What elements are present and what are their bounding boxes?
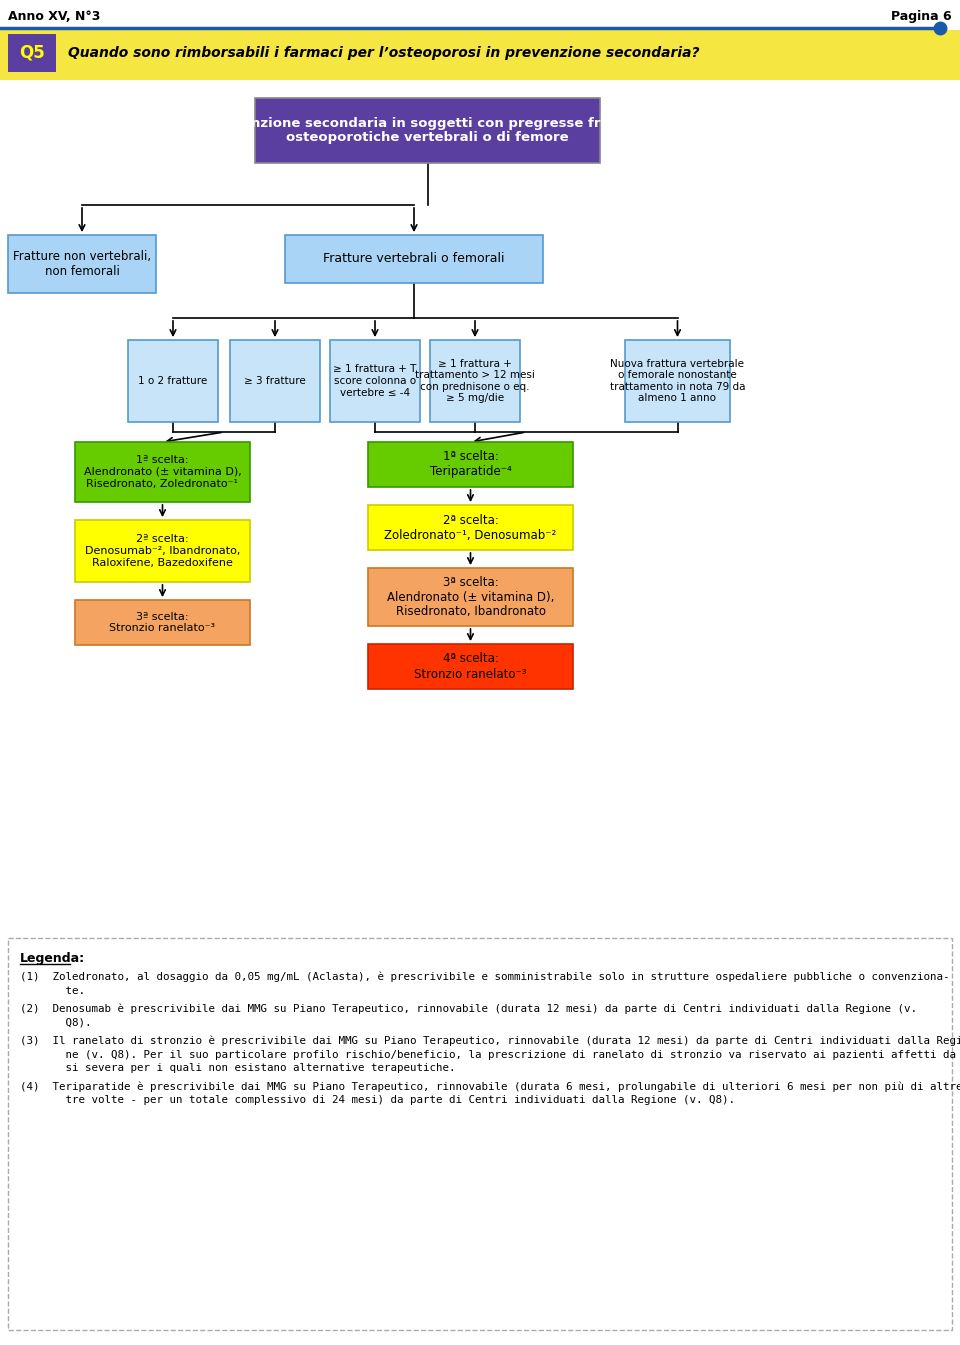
FancyBboxPatch shape [128, 340, 218, 422]
Text: 2ª scelta:
Denosumab⁻², Ibandronato,
Raloxifene, Bazedoxifene: 2ª scelta: Denosumab⁻², Ibandronato, Ral… [84, 534, 240, 568]
Text: si severa per i quali non esistano alternative terapeutiche.: si severa per i quali non esistano alter… [20, 1063, 455, 1073]
FancyBboxPatch shape [368, 504, 573, 550]
Text: Q5: Q5 [19, 44, 45, 62]
FancyBboxPatch shape [8, 937, 952, 1330]
Text: ≥ 1 frattura + T
score colonna o
vertebre ≤ -4: ≥ 1 frattura + T score colonna o vertebr… [333, 364, 417, 398]
Text: ≥ 3 fratture: ≥ 3 fratture [244, 377, 306, 386]
Text: Prevenzione secondaria in soggetti con pregresse fratture
osteoporotiche vertebr: Prevenzione secondaria in soggetti con p… [208, 117, 647, 144]
FancyBboxPatch shape [230, 340, 320, 422]
Text: 1 o 2 fratture: 1 o 2 fratture [138, 377, 207, 386]
Text: te.: te. [20, 986, 85, 995]
FancyBboxPatch shape [285, 235, 543, 282]
Text: Nuova frattura vertebrale
o femorale nonostante
trattamento in nota 79 da
almeno: Nuova frattura vertebrale o femorale non… [610, 359, 745, 404]
FancyBboxPatch shape [368, 644, 573, 689]
Text: (2)  Denosumab è prescrivibile dai MMG su Piano Terapeutico, rinnovabile (durata: (2) Denosumab è prescrivibile dai MMG su… [20, 1003, 917, 1014]
FancyBboxPatch shape [8, 235, 156, 293]
Text: (3)  Il ranelato di stronzio è prescrivibile dai MMG su Piano Terapeutico, rinno: (3) Il ranelato di stronzio è prescrivib… [20, 1036, 960, 1046]
Text: Fratture vertebrali o femorali: Fratture vertebrali o femorali [324, 253, 505, 265]
Text: Pagina 6: Pagina 6 [892, 9, 952, 23]
Text: (4)  Teriparatide è prescrivibile dai MMG su Piano Terapeutico, rinnovabile (dur: (4) Teriparatide è prescrivibile dai MMG… [20, 1081, 960, 1092]
FancyBboxPatch shape [75, 521, 250, 582]
Text: 1ª scelta:
Teriparatide⁻⁴: 1ª scelta: Teriparatide⁻⁴ [430, 451, 512, 479]
Text: 3ª scelta:
Stronzio ranelato⁻³: 3ª scelta: Stronzio ranelato⁻³ [109, 612, 216, 633]
Text: 1ª scelta:
Alendronato (± vitamina D),
Risedronato, Zoledronato⁻¹: 1ª scelta: Alendronato (± vitamina D), R… [84, 456, 241, 488]
FancyBboxPatch shape [0, 30, 960, 79]
FancyBboxPatch shape [75, 443, 250, 502]
FancyBboxPatch shape [368, 568, 573, 625]
Text: tre volte - per un totale complessivo di 24 mesi) da parte di Centri individuati: tre volte - per un totale complessivo di… [20, 1095, 735, 1106]
FancyBboxPatch shape [625, 340, 730, 422]
FancyBboxPatch shape [8, 34, 56, 73]
Text: Fratture non vertebrali,
non femorali: Fratture non vertebrali, non femorali [12, 250, 151, 278]
Text: 3ª scelta:
Alendronato (± vitamina D),
Risedronato, Ibandronato: 3ª scelta: Alendronato (± vitamina D), R… [387, 576, 554, 619]
Text: ne (v. Q8). Per il suo particolare profilo rischio/beneficio, la prescrizione di: ne (v. Q8). Per il suo particolare profi… [20, 1049, 960, 1060]
FancyBboxPatch shape [255, 98, 600, 163]
Text: Legenda:: Legenda: [20, 952, 85, 964]
FancyBboxPatch shape [430, 340, 520, 422]
FancyBboxPatch shape [368, 443, 573, 487]
Text: 4ª scelta:
Stronzio ranelato⁻³: 4ª scelta: Stronzio ranelato⁻³ [415, 652, 527, 681]
Text: Quando sono rimborsabili i farmaci per l’osteoporosi in prevenzione secondaria?: Quando sono rimborsabili i farmaci per l… [68, 46, 700, 61]
Text: 2ª scelta:
Zoledronato⁻¹, Denosumab⁻²: 2ª scelta: Zoledronato⁻¹, Denosumab⁻² [384, 514, 557, 542]
Text: Anno XV, N°3: Anno XV, N°3 [8, 9, 101, 23]
Text: ≥ 1 frattura +
trattamento > 12 mesi
con prednisone o eq.
≥ 5 mg/die: ≥ 1 frattura + trattamento > 12 mesi con… [415, 359, 535, 404]
FancyBboxPatch shape [75, 600, 250, 646]
FancyBboxPatch shape [330, 340, 420, 422]
Text: (1)  Zoledronato, al dosaggio da 0,05 mg/mL (Aclasta), è prescrivibile e sommini: (1) Zoledronato, al dosaggio da 0,05 mg/… [20, 972, 949, 982]
Text: Q8).: Q8). [20, 1018, 91, 1028]
